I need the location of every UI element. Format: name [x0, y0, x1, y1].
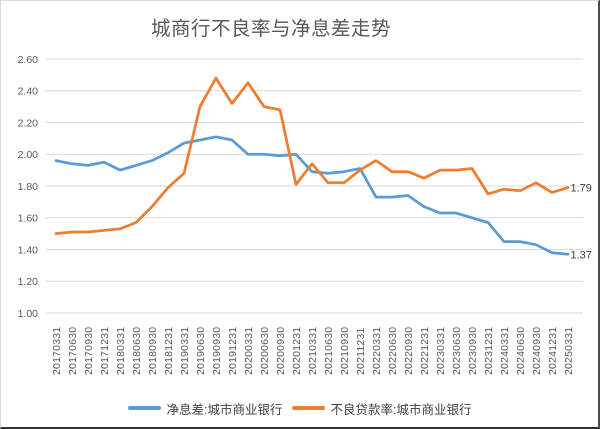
y-tick-label: 1.40	[18, 244, 39, 256]
x-tick-label: 20200930	[275, 327, 287, 375]
x-tick-label: 20170331	[51, 327, 63, 375]
x-tick-label: 20220630	[387, 327, 399, 375]
x-tick-label: 20190630	[195, 327, 207, 375]
y-tick-label: 1.60	[18, 213, 39, 225]
chart-title: 城商行不良率与净息差走势	[150, 19, 391, 40]
x-tick-label: 20230930	[467, 327, 479, 375]
x-tick-label: 20210331	[307, 327, 319, 375]
x-tick-label: 20170630	[67, 327, 79, 375]
x-tick-label: 20250331	[563, 327, 575, 375]
x-tick-label: 20211231	[355, 327, 367, 375]
x-tick-label: 20190331	[179, 327, 191, 375]
x-tick-label: 20220331	[371, 327, 383, 375]
x-tick-label: 20170930	[83, 327, 95, 375]
legend-item-npl: 不良贷款率:城市商业银行	[291, 399, 472, 418]
series-line-npl	[54, 76, 570, 235]
x-tick-label: 20180930	[147, 327, 159, 375]
y-tick-label: 1.00	[18, 308, 39, 320]
y-tick-label: 1.80	[18, 181, 39, 193]
x-tick-label: 20210630	[323, 327, 335, 375]
x-tick-label: 20180331	[115, 327, 127, 375]
y-tick-label: 2.00	[18, 149, 39, 161]
y-tick-label: 2.60	[18, 54, 39, 66]
x-tick-label: 20240331	[499, 327, 511, 375]
x-tick-label: 20171231	[99, 327, 111, 375]
x-tick-label: 20191231	[227, 327, 239, 375]
series-end-data-label: 1.79	[571, 183, 592, 195]
x-tick-label: 20190930	[211, 327, 223, 375]
x-tick-label: 20240930	[531, 327, 543, 375]
legend-line-swatch-npl	[291, 406, 325, 410]
legend-label-nim: 净息差:城市商业银行	[166, 402, 283, 417]
x-tick-label: 20241231	[547, 327, 559, 375]
x-tick-label: 20201231	[291, 327, 303, 375]
x-tick-label: 20240630	[515, 327, 527, 375]
x-tick-label: 20200630	[259, 327, 271, 375]
x-tick-label: 20230630	[451, 327, 463, 375]
y-tick-label: 2.40	[18, 86, 39, 98]
chart-legend: 净息差:城市商业银行 不良贷款率:城市商业银行	[1, 399, 598, 417]
legend-label-npl: 不良贷款率:城市商业银行	[330, 402, 472, 417]
series-line-nim	[54, 135, 570, 256]
x-tick-label: 20220930	[403, 327, 415, 375]
y-tick-label: 2.20	[18, 117, 39, 129]
y-tick-label: 1.20	[18, 276, 39, 288]
legend-item-nim: 净息差:城市商业银行	[127, 399, 283, 418]
x-tick-label: 20221231	[419, 327, 431, 375]
series-end-data-label: 1.37	[571, 249, 592, 261]
x-tick-label: 20180630	[131, 327, 143, 375]
x-tick-label: 20231231	[483, 327, 495, 375]
legend-line-swatch-nim	[127, 406, 161, 410]
x-tick-label: 20181231	[163, 327, 175, 375]
x-tick-label: 20210930	[339, 327, 351, 375]
x-tick-label: 20200331	[243, 327, 255, 375]
x-tick-label: 20230331	[435, 327, 447, 375]
